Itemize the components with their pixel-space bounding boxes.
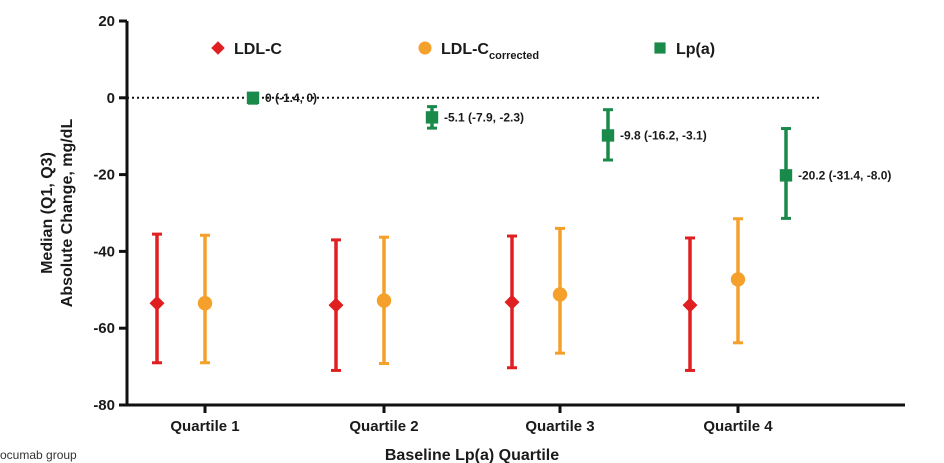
data-point [328,297,344,313]
data-point [682,297,698,313]
data-point-group [682,236,698,372]
data-point-group: -5.1 (-7.9, -2.3) [425,105,524,130]
y-axis-title: Median (Q1, Q3) Absolute Change, mg/dL [39,119,76,308]
x-tick-label: Quartile 4 [703,418,773,435]
axes: 20 0 -20 -40 -60 -80 Quartile 1 Quartile 2 Quart… [93,13,905,435]
data-point [376,293,392,308]
y-tick-label: -80 [93,397,115,414]
caption: ocumab group [0,448,77,462]
data-point-group: -20.2 (-31.4, -8.0) [779,127,891,220]
legend-label: LDL-Ccorrected [441,41,539,62]
legend-label: LDL-C [234,41,282,58]
legend-marker [418,41,432,55]
data-point [246,91,260,104]
data-label: 0 (-1.4, 0) [265,91,317,105]
legend-marker [654,42,666,54]
data-point-group [730,217,746,345]
y-axis-title-line: Absolute Change, mg/dL [59,119,76,308]
data-point [197,296,213,311]
chart-marks: 0 (-1.4, 0) -5.1 (-7.9, -2.3) -9.8 (-16.2,… [149,91,891,372]
data-point [779,169,793,182]
x-tick-label: Quartile 3 [525,418,594,435]
y-tick-label: 0 [107,90,115,107]
legend-marker [211,41,225,55]
data-label: -9.8 (-16.2, -3.1) [620,128,707,142]
y-tick-label: 20 [98,13,115,30]
y-axis-title-line: Median (Q1, Q3) [39,152,56,274]
y-tick-label: -60 [93,320,115,337]
y-tick-label: -20 [93,167,115,184]
data-point [504,294,520,310]
data-point-group [149,232,165,365]
data-point-group: -9.8 (-16.2, -3.1) [601,108,707,162]
data-point-group [552,226,568,355]
legend: LDL-C LDL-Ccorrected Lp(a) [211,41,715,62]
data-point [730,272,746,287]
y-tick-label: -40 [93,243,115,260]
data-point-group: 0 (-1.4, 0) [246,91,317,105]
data-label: -5.1 (-7.9, -2.3) [444,110,524,124]
data-point-group [197,233,213,365]
x-tick-label: Quartile 1 [170,418,239,435]
legend-label-subscript: corrected [489,50,539,62]
data-point [425,111,439,124]
x-axis-title: Baseline Lp(a) Quartile [385,447,559,463]
data-point-group [376,235,392,366]
data-point-group [328,238,344,372]
data-point [552,287,568,302]
data-point [601,129,615,142]
data-label: -20.2 (-31.4, -8.0) [798,168,891,182]
data-point-group [504,234,520,370]
data-point [149,295,165,311]
x-tick-label: Quartile 2 [349,418,418,435]
legend-label: Lp(a) [676,41,715,58]
